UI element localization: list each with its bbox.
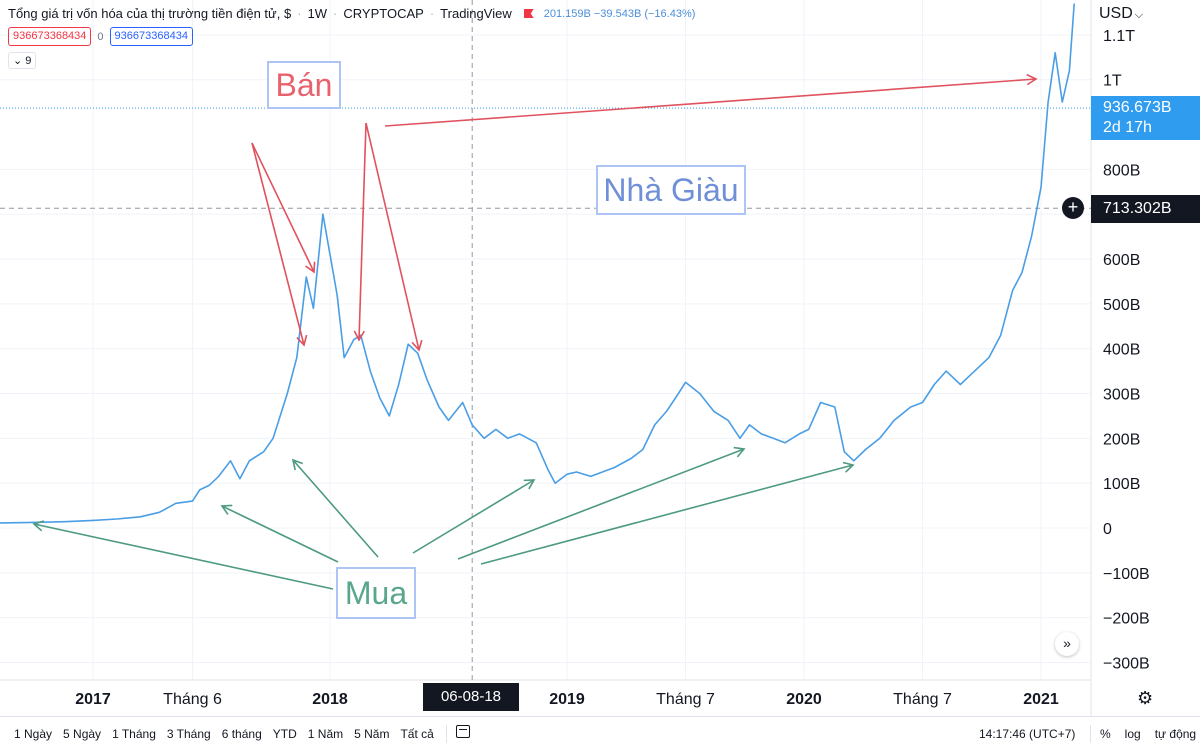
range-button[interactable]: YTD	[272, 727, 297, 741]
input-value-red: 936673368434	[8, 27, 92, 46]
bottom-toolbar: 1 Ngày 5 Ngày 1 Tháng 3 Tháng 6 tháng YTD 1 Nă…	[0, 716, 1200, 751]
range-button[interactable]: 1 Tháng	[112, 727, 156, 741]
x-tick-label: Tháng 6	[163, 691, 222, 708]
last-price-badge: 936.673B 2d 17h	[1091, 96, 1200, 140]
y-tick-label: 500B	[1103, 297, 1140, 314]
buy-arrow-3	[291, 458, 379, 558]
annotation-rich[interactable]: Nhà Giàu	[596, 165, 746, 215]
x-tick-label: 2020	[786, 691, 822, 708]
x-tick-label: 2019	[549, 691, 585, 708]
sell-arrows	[251, 73, 1038, 352]
go-to-date-button[interactable]	[456, 725, 470, 741]
auto-scale-toggle[interactable]: tự động	[1154, 727, 1197, 741]
sell-arrow-2	[251, 142, 308, 347]
y-tick-label: −300B	[1103, 655, 1150, 672]
chart-area[interactable]: 1.1T1T800B700B600B500B400B300B200B100B0−…	[0, 0, 1200, 716]
y-tick-label: 300B	[1103, 387, 1140, 404]
buy-arrow-6	[480, 461, 855, 565]
vertical-grid	[92, 0, 1042, 680]
chart-legend: Tổng giá trị vốn hóa của thị trường tiền…	[8, 6, 696, 21]
last-price-value: 936.673B	[1103, 99, 1172, 116]
range-button[interactable]: Tất cả	[400, 727, 434, 741]
y-tick-label: 0	[1103, 521, 1112, 538]
legend-symbol: CRYPTOCAP	[343, 6, 424, 21]
x-tick-label: Tháng 7	[893, 691, 952, 708]
clock-time[interactable]: 14:17:46 (UTC+7)	[979, 727, 1076, 741]
market-cap-line	[0, 3, 1075, 524]
crosshair-price-label: 713.302B	[1091, 195, 1200, 223]
chevron-down-icon: ⌄	[13, 55, 23, 67]
buy-arrow-5	[457, 446, 746, 560]
input-zero: 0	[97, 30, 104, 43]
time-axis-labels: 2017 Tháng 6 2018 2019 Tháng 7 2020 Tháng 7 202…	[75, 691, 1059, 708]
input-value-blue: 936673368434	[109, 27, 193, 46]
x-tick-label: Tháng 7	[656, 691, 715, 708]
sell-arrow-5	[384, 73, 1038, 127]
bar-countdown: 2d 17h	[1103, 119, 1152, 136]
legend-interval[interactable]: 1W	[307, 6, 328, 21]
y-tick-label: 200B	[1103, 431, 1140, 448]
sell-arrow-3	[353, 122, 367, 342]
legend-title: Tổng giá trị vốn hóa của thị trường tiền…	[8, 6, 292, 21]
annotation-buy[interactable]: Mua	[336, 567, 416, 619]
y-tick-label: 400B	[1103, 342, 1140, 359]
gear-icon[interactable]: ⚙	[1137, 688, 1154, 708]
buy-arrow-4	[412, 479, 536, 554]
date-range-buttons: 1 Ngày 5 Ngày 1 Tháng 3 Tháng 6 tháng YTD 1 Nă…	[14, 727, 434, 741]
range-button[interactable]: 1 Ngày	[14, 727, 53, 741]
calendar-icon	[456, 725, 470, 738]
x-tick-label: 2021	[1023, 691, 1059, 708]
legend-provider: TradingView	[440, 6, 512, 21]
double-chevron-right-icon: »	[1063, 635, 1071, 651]
chevron-down-icon: ⌵	[1134, 9, 1144, 21]
legend-change: 201.159B −39.543B (−16.43%)	[543, 7, 696, 20]
buy-arrows	[32, 446, 855, 590]
plus-icon[interactable]: +	[1062, 197, 1084, 219]
horizontal-grid	[0, 34, 1091, 663]
y-tick-label: 1.1T	[1103, 28, 1135, 45]
x-tick-label: 2018	[312, 691, 348, 708]
percent-toggle[interactable]: %	[1100, 727, 1111, 741]
y-tick-label: −100B	[1103, 566, 1150, 583]
x-tick-label: 2017	[75, 691, 111, 708]
range-button[interactable]: 5 Ngày	[63, 727, 102, 741]
buy-arrow-1	[32, 520, 334, 590]
annotation-sell[interactable]: Bán	[267, 61, 341, 109]
y-tick-label: 800B	[1103, 162, 1140, 179]
range-button[interactable]: 5 Năm	[354, 727, 390, 741]
crosshair-date-label: 06-08-18	[423, 683, 519, 711]
y-tick-label: 100B	[1103, 476, 1140, 493]
range-button[interactable]: 6 tháng	[221, 727, 262, 741]
range-button[interactable]: 3 Tháng	[166, 727, 211, 741]
currency-label: USD	[1099, 5, 1133, 22]
log-toggle[interactable]: log	[1124, 727, 1141, 741]
flag-icon[interactable]	[523, 9, 534, 18]
indicator-count: 9	[25, 55, 32, 67]
y-tick-label: −200B	[1103, 611, 1150, 628]
indicator-inputs: 936673368434 0 936673368434	[8, 27, 193, 46]
y-tick-label: 600B	[1103, 252, 1140, 269]
sell-arrow-1	[251, 142, 316, 274]
currency-selector[interactable]: USD ⌵	[1099, 5, 1143, 23]
y-tick-label: 1T	[1103, 73, 1122, 90]
collapse-indicators-button[interactable]: ⌄ 9	[8, 52, 37, 69]
sell-arrow-4	[365, 122, 423, 352]
range-button[interactable]: 1 Năm	[307, 727, 344, 741]
scroll-to-realtime-button[interactable]: »	[1055, 632, 1079, 656]
buy-arrow-2	[220, 504, 339, 563]
